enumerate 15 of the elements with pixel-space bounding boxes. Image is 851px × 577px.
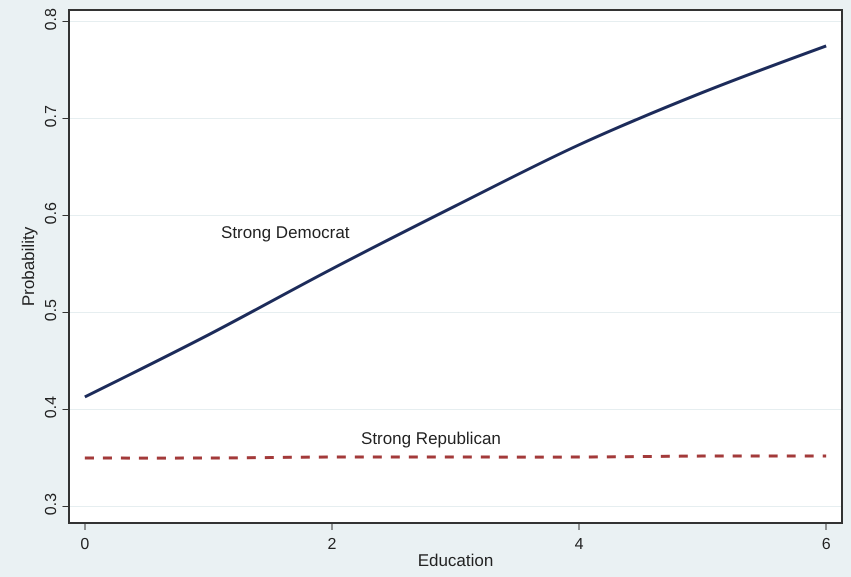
y-tick-label: 0.3 (42, 492, 60, 516)
x-axis-title: Education (418, 550, 494, 570)
x-tick-label: 4 (574, 536, 584, 553)
y-tick-label: 0.8 (42, 8, 60, 30)
series-label: Strong Republican (361, 429, 501, 448)
line-series (83, 44, 828, 398)
y-tick-label: 0.4 (42, 396, 60, 418)
y-tick-label: 0.5 (42, 298, 60, 322)
y-axis-title: Probability (18, 226, 38, 306)
series-label: Strong Democrat (221, 223, 350, 242)
x-tick-label: 6 (822, 536, 831, 553)
y-tick-label: 0.6 (42, 202, 60, 224)
y-tick-label: 0.7 (42, 105, 60, 128)
x-tick-label: 0 (80, 536, 90, 553)
x-tick-label: 2 (327, 536, 336, 553)
